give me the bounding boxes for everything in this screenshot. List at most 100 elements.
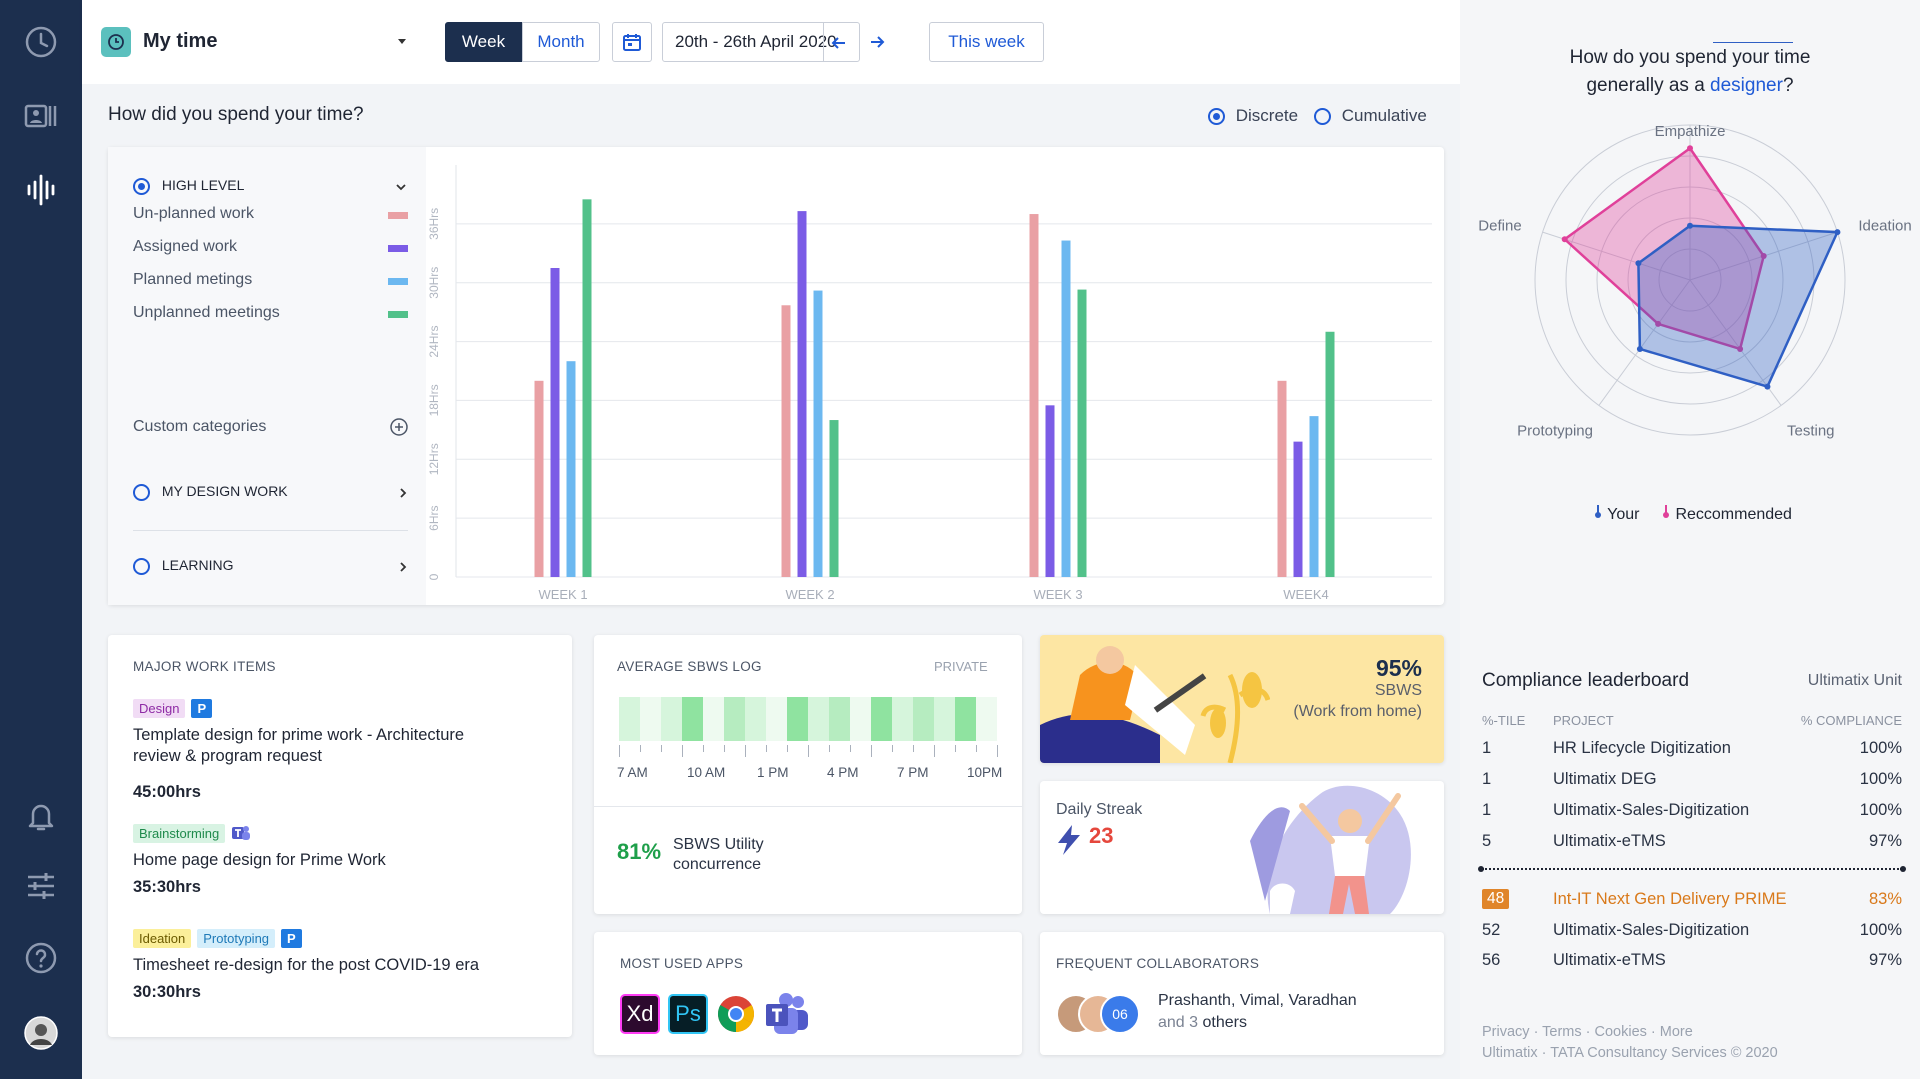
filter-item-label: Assigned work [133, 238, 238, 255]
leaderboard-highlight-row[interactable]: 48 Int-IT Next Gen Delivery PRIME 83% [1482, 886, 1902, 916]
radar-your-area-point [1687, 222, 1693, 229]
work-item-title[interactable]: Home page design for Prime Work [133, 851, 386, 869]
title-dropdown-caret-icon[interactable] [395, 34, 409, 53]
leaderboard-unit[interactable]: Ultimatix Unit [1807, 672, 1902, 689]
leaderboard-row[interactable]: 1 HR Lifecycle Digitization 100% [1482, 735, 1902, 765]
bar[interactable] [797, 211, 807, 577]
bar[interactable] [1045, 405, 1055, 577]
filter-item[interactable]: Unplanned meetings [133, 304, 408, 328]
highlight-pct: 83% [1868, 890, 1902, 908]
bar[interactable] [582, 199, 592, 578]
high-level-radio[interactable]: HIGH LEVEL [133, 177, 244, 195]
sliders-icon[interactable] [21, 866, 61, 906]
work-item-title[interactable]: Timesheet re-design for the post COVID-1… [133, 956, 480, 974]
my-design-work-radio[interactable]: MY DESIGN WORK [133, 483, 288, 501]
date-range-field[interactable]: 20th - 26th April 2020 [662, 22, 860, 62]
filter-item[interactable]: Un-planned work [133, 205, 408, 229]
col-project: PROJECT [1553, 713, 1614, 728]
ps-app-icon[interactable]: Ps [668, 994, 708, 1034]
clock-icon[interactable] [21, 22, 61, 62]
legend-your-label: Your [1607, 506, 1640, 523]
chevron-right-icon[interactable] [397, 486, 409, 500]
collaborator-count-badge[interactable]: 06 [1100, 994, 1140, 1034]
bar[interactable] [1077, 289, 1087, 577]
wfh-card: 95% SBWS (Work from home) [1040, 635, 1444, 763]
teams-app-icon[interactable] [764, 992, 810, 1036]
xd-app-icon[interactable]: Xd [620, 994, 660, 1034]
cumulative-radio-dot [1314, 108, 1331, 126]
arrow-left-icon[interactable] [829, 33, 849, 53]
bar[interactable] [1325, 331, 1335, 577]
chevron-down-icon[interactable] [394, 180, 408, 194]
activity-wave-icon[interactable] [21, 170, 61, 210]
sbws-tick [976, 745, 977, 752]
radar-axis-label: Empathize [1655, 123, 1726, 140]
bar[interactable] [829, 420, 839, 577]
chevron-right-icon[interactable] [397, 560, 409, 574]
radar-spoke [1598, 279, 1691, 406]
sbws-segment [745, 697, 766, 741]
others-prefix: and [1158, 1014, 1185, 1031]
bar[interactable] [813, 290, 823, 577]
bar[interactable] [1029, 214, 1039, 578]
week-toggle-button[interactable]: Week [445, 22, 522, 62]
bar[interactable] [1277, 380, 1287, 577]
calendar-button[interactable] [612, 22, 652, 62]
category-tag[interactable]: Ideation [133, 928, 192, 948]
arrow-right-icon[interactable] [867, 32, 887, 57]
footer-links[interactable]: Privacy · Terms · Cookies · More [1482, 1024, 1693, 1040]
bell-icon[interactable] [21, 796, 61, 836]
sbws-time-label: 4 PM [827, 765, 859, 780]
learning-radio[interactable]: LEARNING [133, 557, 233, 575]
leaderboard-row[interactable]: 52 Ultimatix-Sales-Digitization 100% [1482, 917, 1902, 947]
work-item-tags: Design P [133, 697, 218, 719]
bar[interactable] [1309, 416, 1319, 577]
radar-question-prefix: generally as a [1586, 75, 1705, 96]
prime-badge: P [281, 928, 302, 948]
user-avatar[interactable] [21, 1013, 61, 1053]
filter-item[interactable]: Assigned work [133, 238, 408, 262]
work-item-title[interactable]: Template design for prime work - Archite… [133, 726, 465, 765]
sbws-segment [661, 697, 682, 741]
high-level-label: HIGH LEVEL [161, 177, 245, 193]
chrome-app-icon[interactable] [716, 994, 756, 1034]
bar[interactable] [1293, 441, 1303, 577]
row-pct: 100% [1859, 921, 1902, 939]
category-tag[interactable]: Brainstorming [133, 823, 226, 843]
radar-legend-recommended[interactable]: Reccommended [1661, 505, 1792, 524]
sbws-tick [619, 745, 620, 757]
bar[interactable] [534, 380, 544, 577]
month-toggle-button[interactable]: Month [522, 22, 600, 62]
leaderboard-row[interactable]: 5 Ultimatix-eTMS 97% [1482, 828, 1902, 858]
sbws-divider [594, 806, 1022, 807]
help-icon[interactable] [21, 938, 61, 978]
leaderboard-row[interactable]: 56 Ultimatix-eTMS 97% [1482, 947, 1902, 977]
category-tag[interactable]: Prototyping [197, 928, 276, 948]
discrete-radio[interactable]: Discrete [1208, 106, 1298, 126]
sbws-time-labels: 7 AM 10 AM 1 PM 4 PM 7 PM 10PM [617, 765, 1009, 785]
bar[interactable] [781, 305, 791, 577]
bar[interactable] [550, 268, 560, 577]
row-project: Ultimatix-eTMS [1553, 832, 1666, 850]
radar-recommended-area-point [1561, 236, 1568, 243]
profile-card-icon[interactable] [21, 96, 61, 136]
this-week-button[interactable]: This week [929, 22, 1044, 62]
row-project: Ultimatix-eTMS [1553, 951, 1666, 969]
row-tile: 56 [1482, 951, 1501, 969]
leaderboard-row[interactable]: 1 Ultimatix-Sales-Digitization 100% [1482, 797, 1902, 827]
radar-legend-your[interactable]: Your [1593, 505, 1639, 524]
filter-item[interactable]: Planned metings [133, 271, 408, 295]
radar-your-area-point [1834, 229, 1841, 236]
cumulative-radio[interactable]: Cumulative [1314, 106, 1427, 126]
sbws-tick [892, 745, 893, 752]
pin-icon [1595, 505, 1601, 518]
bar[interactable] [1061, 240, 1071, 577]
radar-role[interactable]: designer [1710, 75, 1783, 96]
filter-panel: HIGH LEVEL Un-planned work Assigned work P… [108, 147, 426, 605]
add-category-icon[interactable] [389, 417, 409, 437]
leaderboard-row[interactable]: 1 Ultimatix DEG 100% [1482, 766, 1902, 796]
row-tile: 52 [1482, 921, 1501, 939]
category-tag[interactable]: Design [133, 698, 186, 718]
collaborator-others[interactable]: and 3 others [1158, 1014, 1247, 1032]
bar[interactable] [566, 361, 576, 577]
